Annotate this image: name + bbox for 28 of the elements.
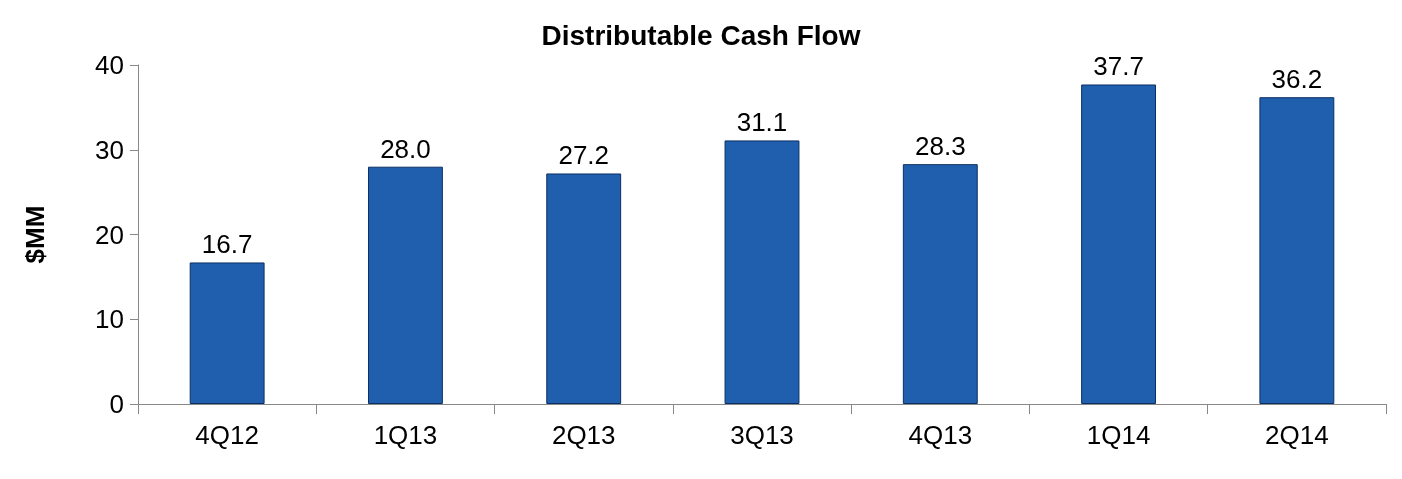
bar: [902, 164, 978, 404]
x-tick-label: 4Q12: [195, 420, 259, 450]
x-tick-label: 2Q13: [551, 420, 616, 450]
data-label: 37.7: [1093, 51, 1144, 82]
bar: [367, 166, 443, 404]
bar: [189, 262, 265, 404]
data-label: 28.0: [380, 133, 431, 164]
y-tick-label: 0: [109, 389, 124, 419]
bar: [1259, 97, 1335, 404]
data-label: 28.3: [914, 131, 966, 162]
x-tick-label: 3Q13: [730, 420, 794, 450]
data-label: 27.2: [558, 140, 610, 171]
data-label: 16.7: [201, 229, 253, 260]
x-tick-label: 4Q13: [908, 420, 973, 450]
x-tick-label: 1Q13: [373, 420, 438, 450]
chart-title: Distributable Cash Flow: [541, 19, 861, 51]
y-axis-title: $MM: [20, 205, 50, 264]
bar: [546, 173, 622, 404]
y-tick-label: 30: [95, 134, 124, 165]
y-tick-label: 40: [95, 50, 124, 80]
x-tick-label: 1Q14: [1086, 420, 1151, 450]
data-label: 36.2: [1271, 64, 1323, 95]
x-tick-label: 2Q14: [1265, 420, 1329, 450]
y-tick-label: 20: [95, 219, 124, 250]
y-tick-label: 10: [95, 304, 124, 335]
bar: [724, 140, 800, 404]
bar: [1081, 84, 1157, 404]
data-label: 31.1: [736, 107, 788, 138]
